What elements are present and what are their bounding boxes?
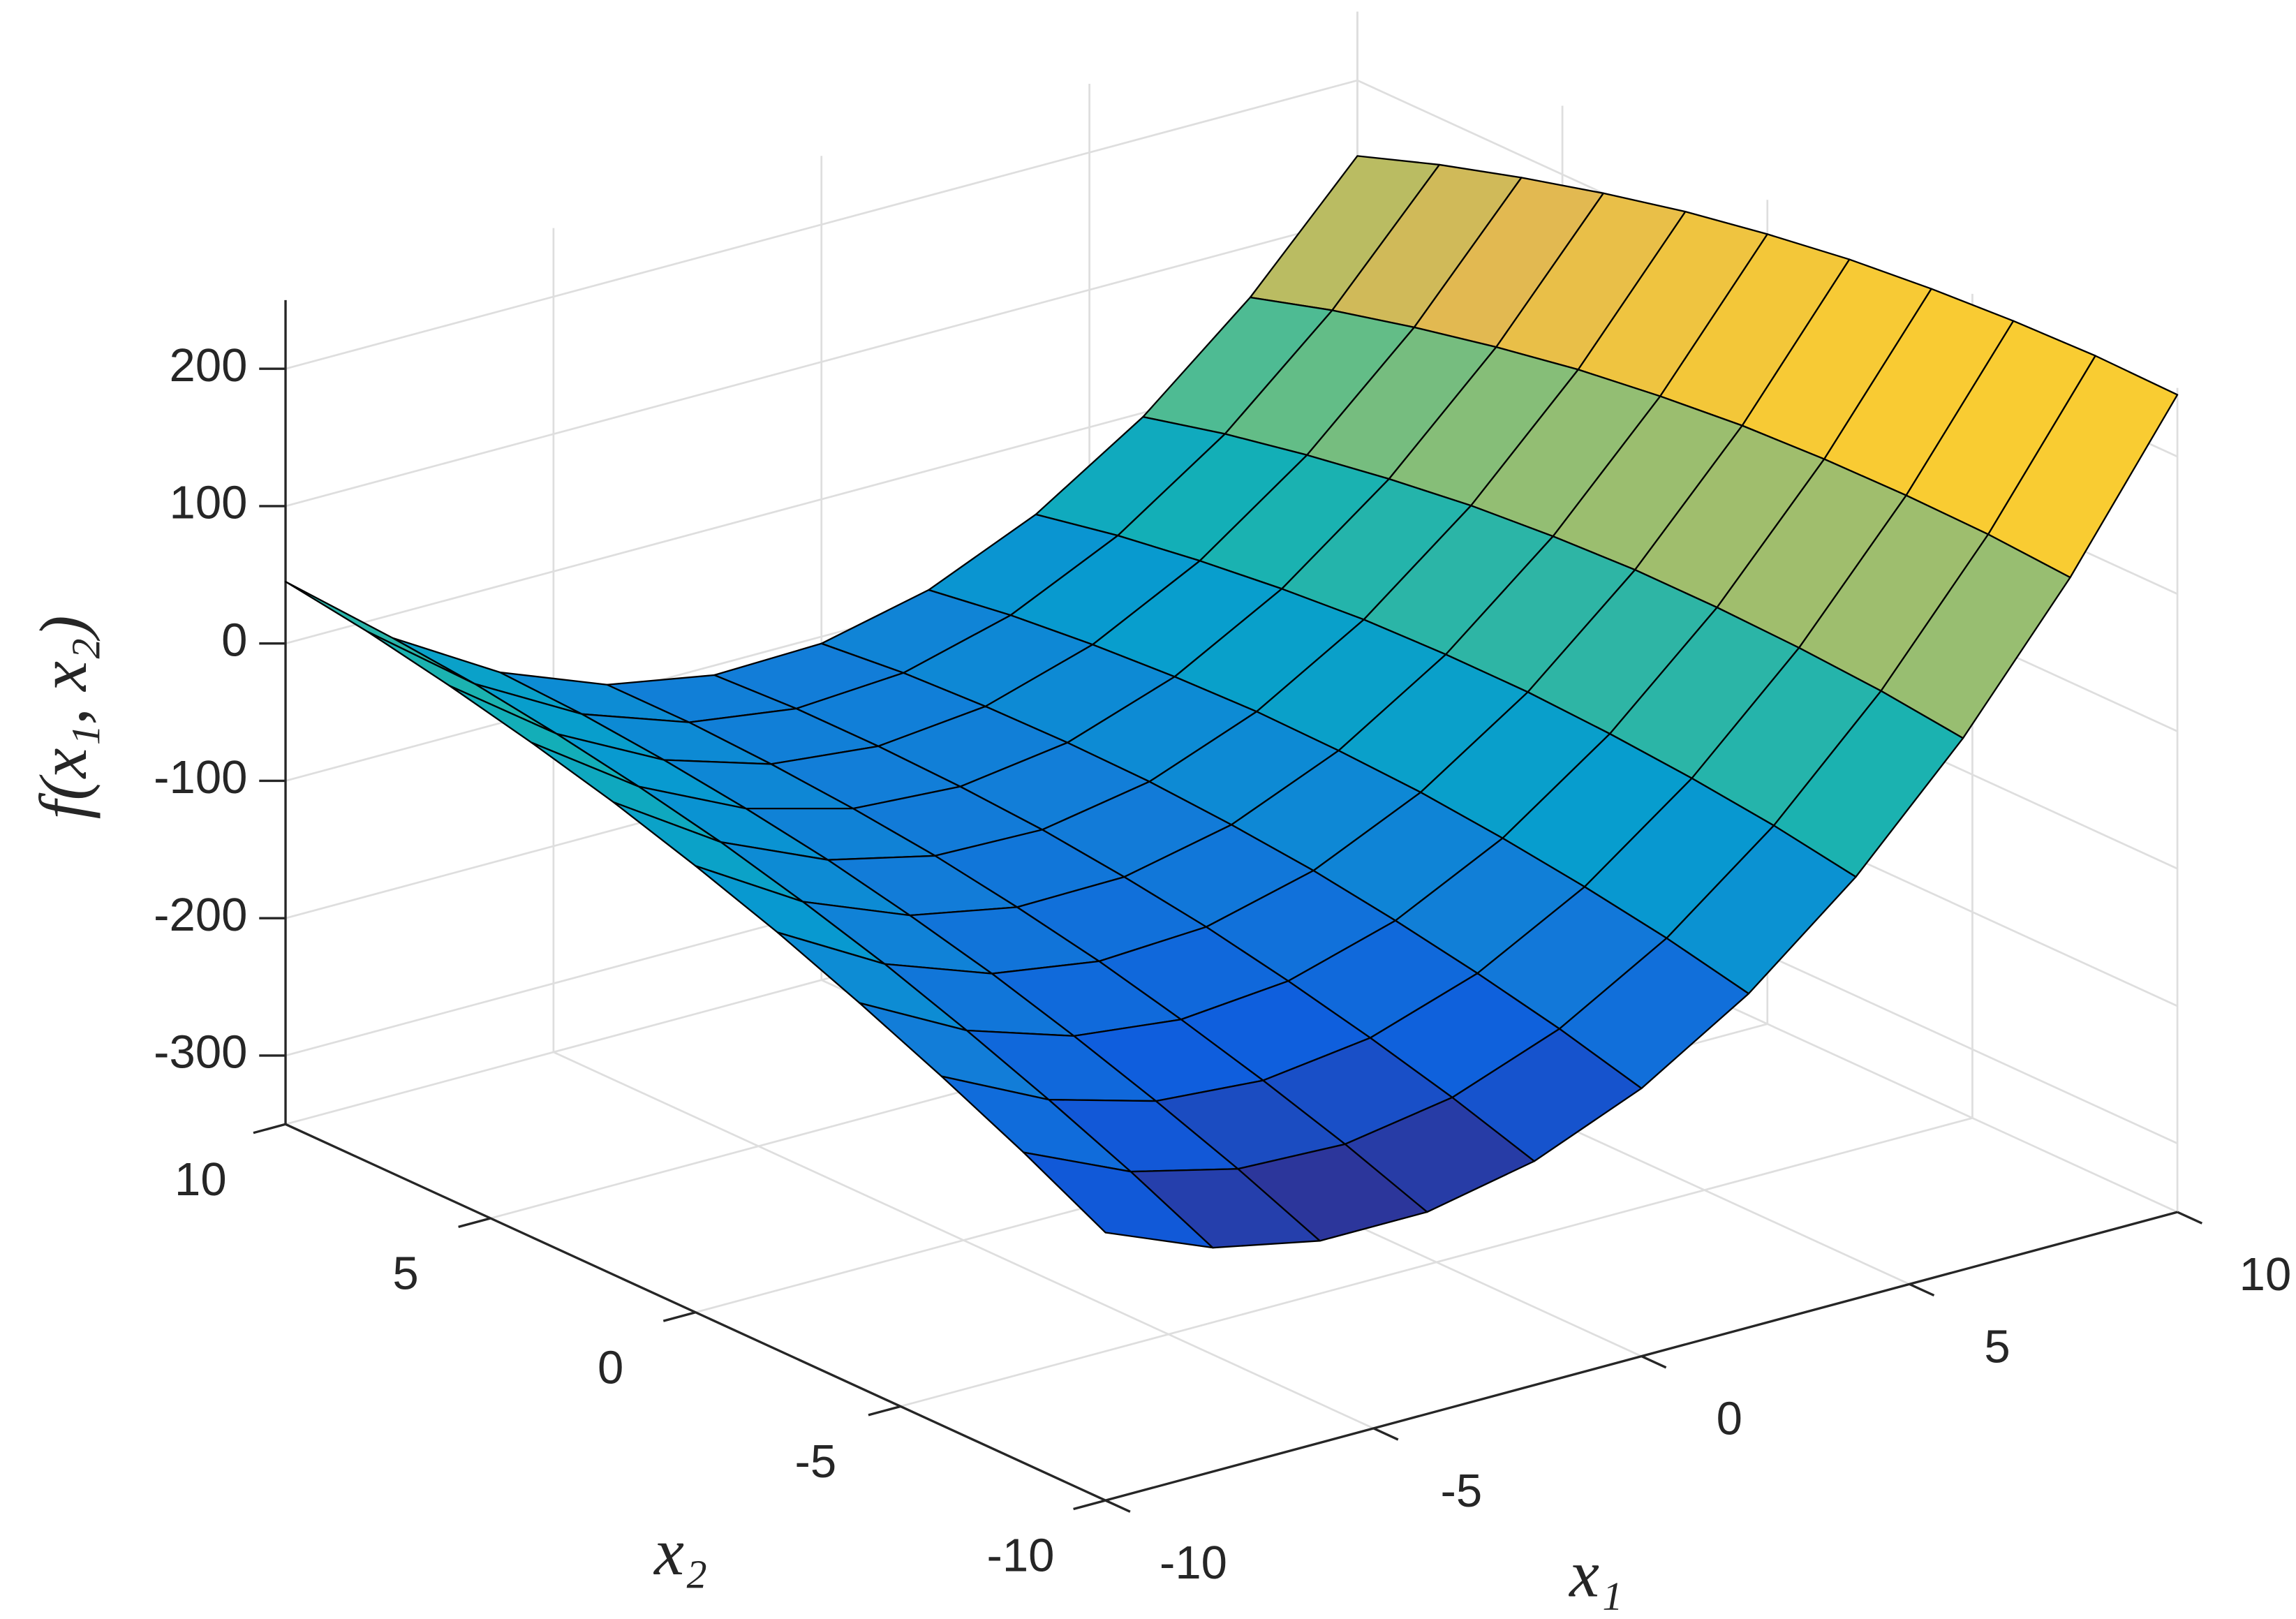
surface — [284, 155, 2179, 1249]
x-tick-label: -10 — [1160, 1537, 1227, 1589]
surface-cell — [284, 581, 476, 685]
x-tick-label: 5 — [1984, 1320, 2010, 1373]
z-tick-label: 100 — [170, 477, 248, 529]
grid-line — [285, 216, 1358, 508]
y-tick-label: -10 — [987, 1530, 1055, 1582]
z-tick-label: 0 — [221, 614, 247, 666]
axes: -10 -5 0 5 10 -10 -5 0 5 10 -300 -200 -100 0 100 200 — [154, 300, 2291, 1589]
x-tick — [1909, 1282, 1935, 1297]
y-tick-label: 0 — [598, 1341, 623, 1393]
y-tick — [458, 1217, 491, 1229]
x-tick — [1104, 1499, 1131, 1513]
grid-line — [900, 1117, 1973, 1407]
grid-line — [285, 79, 1358, 370]
z-axis-label: f(x₁, x₂) — [26, 615, 101, 819]
x-tick-label: 10 — [2239, 1248, 2292, 1301]
x-tick — [2177, 1211, 2203, 1225]
x-tick — [1372, 1427, 1399, 1441]
y-tick-label: -5 — [795, 1435, 837, 1488]
x-axis-label: x₁ — [1568, 1537, 1622, 1611]
y-axis-label: x₂ — [653, 1514, 707, 1589]
z-tick-label: 200 — [170, 339, 248, 392]
y-tick-label: 10 — [175, 1153, 227, 1206]
surface-cell — [1023, 1151, 1214, 1249]
x-tick — [1640, 1355, 1667, 1369]
z-tick-label: -200 — [154, 889, 247, 941]
y-tick — [868, 1405, 901, 1417]
z-tick-label: -100 — [154, 751, 247, 804]
x-tick-label: -5 — [1441, 1465, 1483, 1517]
x-tick-label: 0 — [1717, 1393, 1742, 1445]
y-tick — [1073, 1499, 1106, 1511]
z-tick-label: -300 — [154, 1026, 247, 1079]
y-tick — [253, 1123, 286, 1134]
y-tick — [662, 1311, 696, 1322]
y-tick-label: 5 — [392, 1248, 418, 1300]
